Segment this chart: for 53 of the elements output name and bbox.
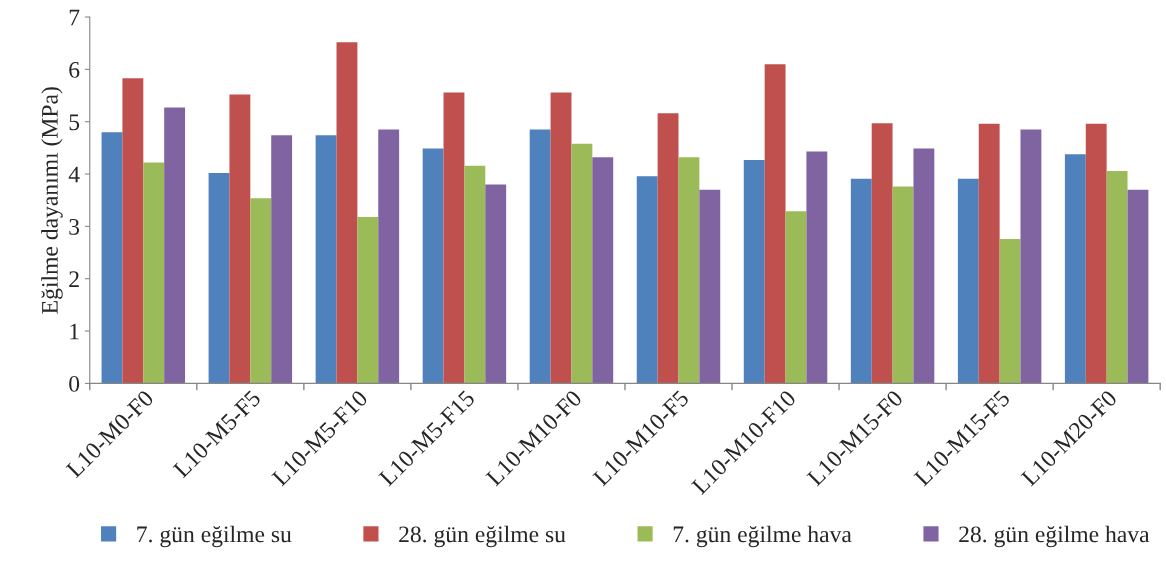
bar	[378, 129, 400, 384]
y-tick-label: 2	[69, 271, 79, 287]
y-tick-label: 3	[69, 218, 80, 235]
y-tick-label: 1	[70, 323, 79, 340]
bar	[550, 92, 572, 384]
y-axis-title: Eğilme dayanımı (MPa)	[41, 87, 63, 314]
bar	[1127, 189, 1149, 384]
bar	[699, 189, 721, 384]
bar	[913, 148, 935, 384]
bar	[636, 176, 658, 384]
bar	[1020, 129, 1042, 384]
bar	[208, 173, 230, 384]
bar	[336, 42, 358, 384]
bar	[957, 178, 979, 384]
bar	[592, 157, 614, 384]
legend-label: 28. gün eğilme su	[399, 525, 566, 548]
bar	[464, 165, 486, 384]
y-tick-label: 0	[69, 375, 80, 392]
bar	[485, 184, 507, 384]
bar	[892, 186, 914, 384]
bar	[850, 178, 872, 384]
legend-label: 7. gün eğilme hava	[673, 525, 852, 548]
bar	[871, 123, 893, 384]
bar	[101, 132, 123, 384]
bar	[571, 143, 593, 384]
bar	[357, 216, 379, 384]
bar	[806, 151, 828, 384]
bar	[250, 198, 272, 384]
y-tick-label: 4	[68, 166, 80, 183]
bar	[978, 123, 1000, 384]
bar	[764, 64, 786, 384]
bar	[1106, 170, 1128, 384]
y-tick-label: 7	[69, 9, 80, 26]
bar	[657, 113, 679, 384]
bar	[143, 162, 165, 384]
bar	[422, 148, 444, 384]
bar	[529, 129, 551, 384]
legend-label: 28. gün eğilme hava	[959, 525, 1150, 548]
bar	[164, 107, 186, 384]
bar	[678, 157, 700, 384]
bar	[743, 159, 765, 384]
bar	[1064, 154, 1086, 384]
y-tick-label: 6	[69, 61, 80, 78]
bar	[271, 135, 293, 384]
bar	[315, 135, 337, 384]
bar	[443, 92, 465, 384]
bar	[999, 238, 1021, 384]
bar	[1085, 123, 1107, 384]
bar	[229, 94, 251, 384]
bar	[122, 78, 144, 384]
y-tick-label: 5	[69, 114, 80, 131]
bar	[785, 211, 807, 384]
legend-label: 7. gün eğilme su	[137, 525, 292, 548]
